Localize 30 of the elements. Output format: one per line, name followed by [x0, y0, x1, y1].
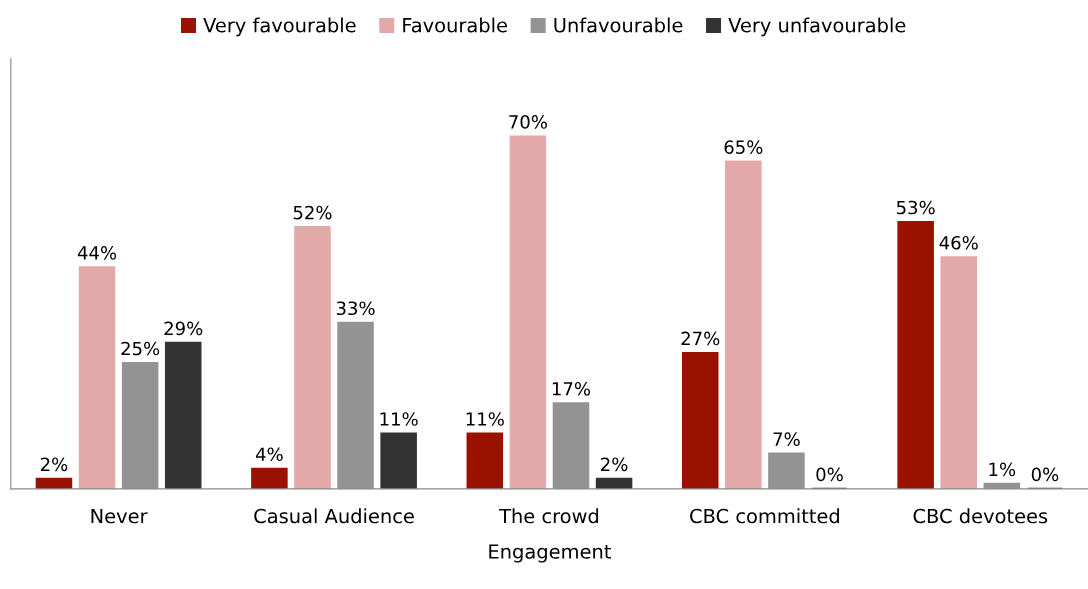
x-tick-label: Casual Audience: [254, 508, 414, 524]
data-label: 7%: [773, 432, 800, 446]
legend-label: Favourable: [403, 17, 507, 33]
x-tick-label: CBC devotees: [913, 508, 1048, 524]
data-label: 25%: [121, 341, 160, 356]
data-label: 44%: [77, 246, 117, 260]
legend-label: Very unfavourable: [728, 17, 906, 37]
data-label: 17%: [552, 381, 591, 396]
data-label: 53%: [896, 200, 935, 215]
data-label: 2%: [40, 457, 68, 472]
data-label: 11%: [380, 412, 418, 426]
data-label: 52%: [293, 205, 332, 220]
data-label: 4%: [255, 447, 283, 462]
data-label: 27%: [681, 331, 720, 346]
legend-label: Unfavourable: [554, 17, 683, 33]
data-label: 29%: [164, 321, 203, 336]
data-label: 46%: [939, 235, 978, 250]
data-label: 0%: [1031, 467, 1059, 482]
data-label: 70%: [509, 115, 547, 129]
data-label: 0%: [816, 467, 843, 482]
x-tick-label: The crowd: [499, 508, 599, 524]
x-tick-label: Never: [91, 508, 148, 524]
data-label: 11%: [466, 412, 504, 426]
data-label: 1%: [989, 462, 1016, 477]
data-label: 2%: [601, 457, 628, 472]
data-label: 65%: [724, 140, 763, 154]
data-label: 33%: [336, 301, 375, 316]
legend-label: Very favourable: [203, 17, 356, 37]
x-axis-title: Engagement: [489, 544, 611, 563]
x-tick-label: CBC committed: [690, 508, 839, 524]
